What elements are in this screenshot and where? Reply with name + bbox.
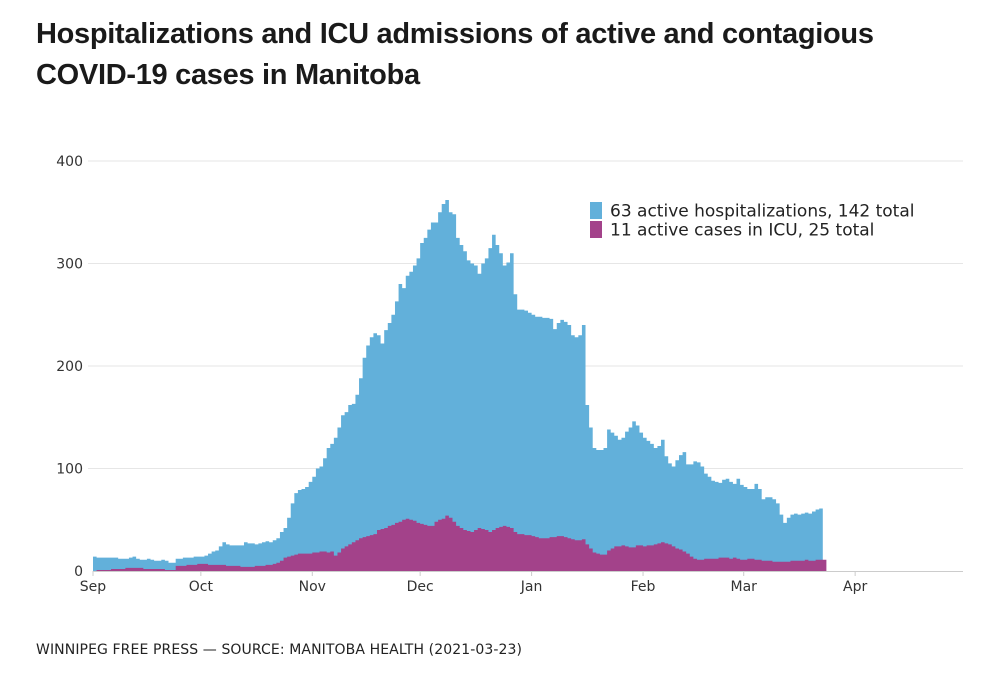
legend: 63 active hospitalizations, 142 total11 … — [590, 202, 914, 241]
x-tick-label: Oct — [189, 579, 214, 595]
x-tick-label: Jan — [520, 579, 543, 595]
y-axis: 0 100 200 300 400 — [56, 154, 83, 580]
chart-title: Hospitalizations and ICU admissions of a… — [36, 18, 874, 91]
x-axis: Sep Oct Nov Dec Jan Feb Mar Apr — [80, 571, 963, 595]
y-tick-label: 0 — [74, 564, 83, 580]
y-tick-label: 100 — [56, 462, 83, 478]
legend-swatch-icu — [590, 221, 602, 238]
area-hospitalizations — [93, 199, 823, 571]
y-tick-label: 300 — [56, 257, 83, 273]
legend-swatch-hospitalizations — [590, 202, 602, 219]
x-tick-label: Feb — [631, 579, 656, 595]
x-tick-label: Mar — [730, 579, 757, 595]
area-icu — [93, 515, 827, 571]
y-tick-label: 200 — [56, 359, 83, 375]
x-tick-label: Apr — [843, 579, 867, 595]
x-tick-label: Nov — [299, 579, 326, 595]
legend-label-hospitalizations: 63 active hospitalizations, 142 total — [610, 202, 914, 222]
y-tick-label: 400 — [56, 154, 83, 170]
source-credit: WINNIPEG FREE PRESS — SOURCE: MANITOBA H… — [36, 642, 523, 658]
plot-area — [93, 199, 827, 571]
x-tick-label: Dec — [407, 579, 434, 595]
x-tick-label: Sep — [80, 579, 107, 595]
legend-label-icu: 11 active cases in ICU, 25 total — [610, 221, 874, 241]
